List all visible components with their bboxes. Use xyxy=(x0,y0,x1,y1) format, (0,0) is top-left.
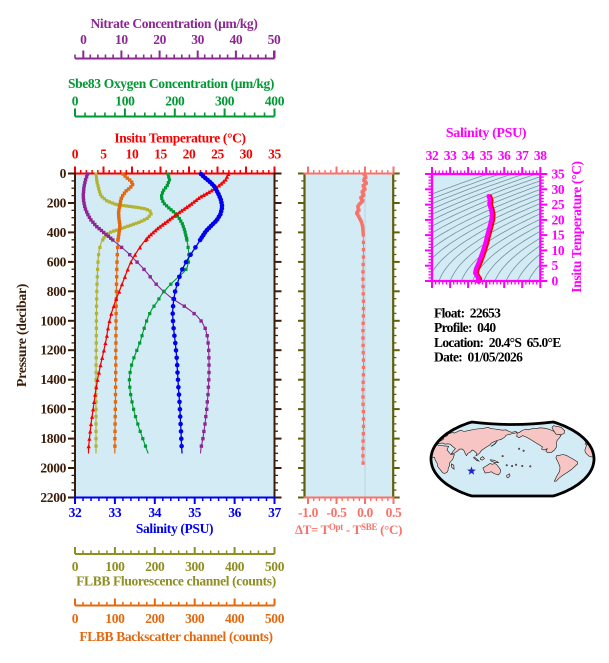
svg-text:30: 30 xyxy=(552,182,565,197)
svg-text:0: 0 xyxy=(72,94,79,109)
svg-text:36: 36 xyxy=(498,148,511,163)
svg-text:200: 200 xyxy=(145,559,165,574)
svg-text:34: 34 xyxy=(148,505,161,520)
svg-text:10: 10 xyxy=(126,147,139,162)
svg-text:400: 400 xyxy=(225,611,245,626)
svg-text:0: 0 xyxy=(60,166,67,181)
svg-text:2200: 2200 xyxy=(40,490,66,505)
svg-text:Insitu Temperature (°C): Insitu Temperature (°C) xyxy=(569,161,584,292)
svg-text:600: 600 xyxy=(47,254,67,269)
svg-text:38: 38 xyxy=(534,148,547,163)
svg-text:1800: 1800 xyxy=(40,431,66,446)
svg-text:300: 300 xyxy=(215,94,235,109)
svg-text:400: 400 xyxy=(225,559,245,574)
svg-text:0: 0 xyxy=(552,274,559,289)
svg-text:40: 40 xyxy=(229,32,242,47)
svg-text:0: 0 xyxy=(72,147,79,162)
svg-text:15: 15 xyxy=(552,228,565,243)
svg-text:5: 5 xyxy=(552,258,559,273)
svg-text:35: 35 xyxy=(552,167,565,182)
svg-text:33: 33 xyxy=(108,505,121,520)
svg-text:32: 32 xyxy=(69,505,82,520)
svg-text:1200: 1200 xyxy=(40,343,66,358)
svg-text:800: 800 xyxy=(47,284,67,299)
svg-text:30: 30 xyxy=(240,147,253,162)
svg-text:10: 10 xyxy=(552,243,565,258)
svg-text:200: 200 xyxy=(165,94,185,109)
svg-text:-0.5: -0.5 xyxy=(327,505,348,520)
svg-text:Profile: 040: Profile: 040 xyxy=(434,320,496,335)
svg-text:400: 400 xyxy=(265,94,285,109)
svg-text:100: 100 xyxy=(105,611,125,626)
svg-text:20: 20 xyxy=(153,32,166,47)
svg-text:FLBB Backscatter channel (coun: FLBB Backscatter channel (counts) xyxy=(79,629,272,644)
svg-text:100: 100 xyxy=(105,559,125,574)
svg-text:300: 300 xyxy=(185,611,205,626)
svg-text:2000: 2000 xyxy=(40,461,66,476)
svg-text:37: 37 xyxy=(516,148,529,163)
svg-text:15: 15 xyxy=(154,147,167,162)
svg-text:1000: 1000 xyxy=(40,313,66,328)
svg-text:Salinity (PSU): Salinity (PSU) xyxy=(446,126,527,141)
svg-text:0: 0 xyxy=(80,32,87,47)
svg-text:100: 100 xyxy=(115,94,135,109)
svg-text:ΔT= TOpt - TSBE (°C): ΔT= TOpt - TSBE (°C) xyxy=(295,522,402,537)
svg-text:20: 20 xyxy=(183,147,196,162)
svg-text:10: 10 xyxy=(115,32,128,47)
svg-text:20: 20 xyxy=(552,212,565,227)
svg-text:Pressure (decibar): Pressure (decibar) xyxy=(15,283,30,387)
svg-text:Float: 22653: Float: 22653 xyxy=(434,306,501,321)
svg-text:35: 35 xyxy=(188,505,201,520)
svg-text:FLBB Fluorescence channel (cou: FLBB Fluorescence channel (counts) xyxy=(76,574,276,589)
svg-text:300: 300 xyxy=(185,559,205,574)
svg-text:1400: 1400 xyxy=(40,372,66,387)
svg-text:0.5: 0.5 xyxy=(386,505,402,520)
svg-text:0: 0 xyxy=(72,559,79,574)
svg-text:50: 50 xyxy=(268,32,281,47)
svg-text:Insitu Temperature (°C): Insitu Temperature (°C) xyxy=(114,131,245,146)
svg-text:500: 500 xyxy=(265,611,285,626)
svg-text:0.0: 0.0 xyxy=(357,505,373,520)
svg-text:33: 33 xyxy=(444,148,457,163)
svg-text:37: 37 xyxy=(268,505,281,520)
svg-text:Date: 01/05/2026: Date: 01/05/2026 xyxy=(434,350,523,365)
svg-text:25: 25 xyxy=(552,197,565,212)
svg-text:1600: 1600 xyxy=(40,402,66,417)
svg-text:Location: 20.4°S 65.0°E: Location: 20.4°S 65.0°E xyxy=(434,335,561,350)
svg-text:0: 0 xyxy=(72,611,79,626)
svg-text:500: 500 xyxy=(265,559,285,574)
svg-text:34: 34 xyxy=(462,148,475,163)
svg-text:Nitrate Concentration (μm/kg): Nitrate Concentration (μm/kg) xyxy=(91,16,258,31)
svg-text:30: 30 xyxy=(191,32,204,47)
svg-text:400: 400 xyxy=(47,225,67,240)
svg-text:200: 200 xyxy=(47,196,67,211)
svg-text:36: 36 xyxy=(228,505,241,520)
svg-text:25: 25 xyxy=(211,147,224,162)
svg-text:-1.0: -1.0 xyxy=(298,505,319,520)
svg-text:35: 35 xyxy=(268,147,281,162)
svg-text:5: 5 xyxy=(100,147,107,162)
svg-text:32: 32 xyxy=(426,148,439,163)
svg-text:Sbe83 Oxygen Concentration (μm: Sbe83 Oxygen Concentration (μm/kg) xyxy=(68,76,274,91)
svg-text:200: 200 xyxy=(145,611,165,626)
svg-text:35: 35 xyxy=(480,148,493,163)
svg-text:Salinity (PSU): Salinity (PSU) xyxy=(136,521,213,536)
